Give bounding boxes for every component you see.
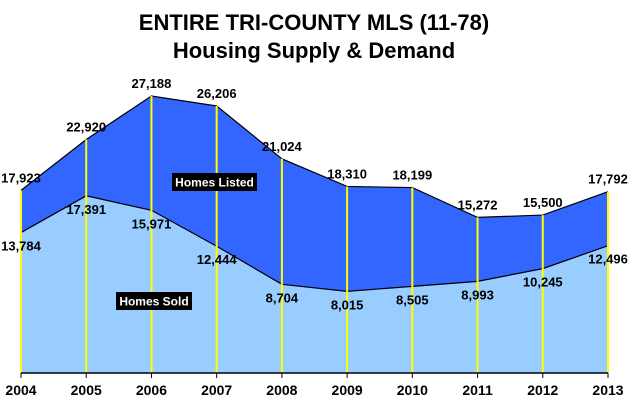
listed-data-label: 17,923 bbox=[1, 170, 41, 185]
x-tick-label: 2007 bbox=[201, 382, 232, 398]
x-tick-label: 2012 bbox=[527, 382, 558, 398]
legend-label-listed: Homes Listed bbox=[175, 176, 254, 190]
chart-subtitle: Housing Supply & Demand bbox=[172, 38, 456, 63]
sold-data-label: 15,971 bbox=[132, 216, 172, 231]
sold-data-label: 10,245 bbox=[523, 275, 563, 290]
sold-data-label: 8,993 bbox=[461, 287, 494, 302]
listed-line bbox=[20, 95, 609, 219]
sold-data-label: 13,784 bbox=[1, 239, 42, 254]
sold-data-label: 17,391 bbox=[66, 202, 106, 217]
sold-data-label: 8,505 bbox=[396, 292, 429, 307]
legend-label-sold: Homes Sold bbox=[119, 295, 188, 309]
listed-data-label: 18,310 bbox=[327, 166, 367, 181]
sold-line bbox=[20, 195, 609, 292]
listed-data-label: 22,920 bbox=[66, 119, 106, 134]
x-tick-label: 2005 bbox=[71, 382, 102, 398]
x-tick-label: 2013 bbox=[592, 382, 623, 398]
x-tick-label: 2011 bbox=[462, 382, 493, 398]
listed-data-label: 18,199 bbox=[392, 168, 432, 183]
listed-data-label: 15,272 bbox=[458, 197, 498, 212]
x-tick-label: 2004 bbox=[5, 382, 36, 398]
legend-box-sold bbox=[116, 292, 192, 310]
sold-area bbox=[21, 195, 608, 373]
x-tick-label: 2009 bbox=[332, 382, 363, 398]
sold-data-label: 8,704 bbox=[266, 290, 299, 305]
legend-box-listed bbox=[172, 173, 257, 191]
x-tick-label: 2006 bbox=[136, 382, 167, 398]
sold-data-label: 12,444 bbox=[197, 252, 238, 267]
x-tick-label: 2010 bbox=[397, 382, 428, 398]
chart-title: ENTIRE TRI-COUNTY MLS (11-78) bbox=[138, 10, 490, 35]
listed-data-label: 27,188 bbox=[132, 76, 172, 91]
listed-data-label: 15,500 bbox=[523, 195, 563, 210]
sold-data-label: 12,496 bbox=[588, 252, 628, 267]
x-tick-label: 2008 bbox=[266, 382, 297, 398]
sold-data-label: 8,015 bbox=[331, 297, 364, 312]
listed-data-label: 26,206 bbox=[197, 86, 237, 101]
listed-data-label: 17,792 bbox=[588, 172, 628, 187]
listed-data-label: 21,024 bbox=[262, 139, 303, 154]
